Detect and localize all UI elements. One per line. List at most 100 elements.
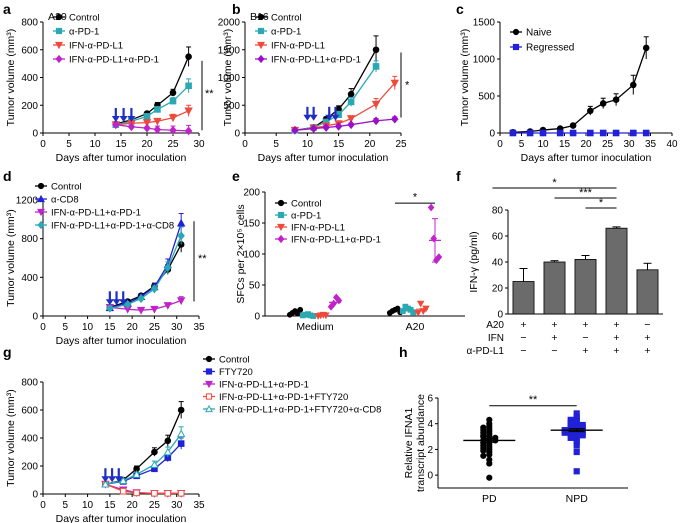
y-tick-label: 50	[249, 281, 261, 292]
x-tick-label: 10	[302, 139, 314, 150]
data-point	[150, 460, 159, 468]
x-tick-label: 0	[40, 500, 46, 511]
data-point	[573, 442, 580, 449]
legend-label: Control	[219, 355, 250, 366]
x-tick-label: 30	[171, 500, 183, 511]
data-point	[150, 305, 159, 314]
y-axis-label: Tumor volume (mm³)	[5, 209, 17, 307]
series-IFN-α-PD-L1+α-PD-1	[291, 114, 399, 135]
legend-marker	[55, 41, 63, 50]
legend-marker	[277, 234, 285, 244]
legend-label: Regressed	[526, 43, 574, 54]
x-axis-label: Days after tumor inoculation	[521, 152, 652, 164]
y-tick-label: 0	[32, 490, 38, 501]
bar	[543, 261, 566, 315]
data-point	[164, 490, 172, 497]
data-point	[185, 82, 192, 90]
series-Regressed	[509, 129, 650, 137]
y-tick-label: 200	[243, 188, 260, 199]
condition-mark: −	[520, 332, 526, 344]
data-point	[164, 263, 172, 273]
data-point	[509, 129, 517, 137]
legend-label: Control	[291, 199, 322, 210]
data-point	[184, 107, 193, 116]
legend-marker	[277, 211, 285, 219]
legend-marker	[257, 13, 265, 21]
data-point	[176, 218, 186, 227]
chart-g: 0 200 400 600 800 0 5 10 15 20 25 30 35 Days after tu…	[5, 355, 381, 523]
legend-marker	[257, 27, 265, 35]
data-point	[371, 100, 381, 109]
treatment-arrow-head	[112, 299, 121, 306]
chart-c: 0 500 1000 1500 0 5 10 15 20 25 30 35 40 Days after t…	[459, 18, 678, 165]
x-tick-label: 30	[171, 322, 183, 333]
data-point	[347, 120, 355, 130]
data-point	[372, 46, 380, 54]
y-tick-label: 800	[21, 378, 38, 389]
x-axis-label: Days after tumor inoculation	[56, 152, 187, 164]
data-point	[137, 294, 145, 304]
legend-label: α-PD-1	[271, 27, 301, 38]
legend-label: α-CD8	[51, 195, 79, 206]
x-tick-label: 5	[63, 322, 69, 333]
data-point	[599, 129, 607, 137]
condition-mark: +	[520, 319, 526, 331]
x-tick-label: 25	[395, 139, 407, 150]
category-label: PD	[482, 493, 497, 505]
data-point	[416, 300, 425, 308]
x-tick-label: 5	[273, 139, 279, 150]
significance-label: ***	[579, 187, 593, 199]
legend-label: IFN-α-PD-L1	[69, 41, 123, 52]
data-point	[119, 487, 127, 495]
chart-d: 0 400 800 1200 0 5 10 15 20 25 30 35 Days after tumo…	[5, 182, 207, 348]
condition-mark: +	[644, 332, 650, 344]
data-point	[163, 302, 173, 310]
legend-label: IFN-α-PD-L1+α-PD-1	[271, 55, 361, 66]
x-axis-label: Days after tumor inoculation	[56, 335, 187, 347]
legend-label: IFN-α-PD-L1+α-PD-1+α-CD8	[51, 221, 174, 232]
data-point	[573, 448, 580, 456]
x-tick-label: 10	[89, 139, 101, 150]
x-tick-label: 35	[193, 322, 205, 333]
treatment-arrow-head	[108, 476, 117, 483]
data-point	[579, 432, 586, 439]
chart-a: 0 200 400 600 800 0 5 10 15 20 25 30 Days after tumo…	[5, 11, 214, 164]
treatment-arrow-head	[309, 114, 318, 121]
data-point	[136, 306, 146, 315]
significance-label: *	[599, 197, 604, 209]
data-point	[291, 125, 299, 135]
x-tick-label: 30	[193, 139, 205, 150]
data-point	[112, 120, 120, 130]
treatment-arrow-head	[331, 114, 340, 121]
bar	[636, 269, 659, 315]
y-axis-label: Tumor volume (mm³)	[459, 29, 471, 127]
series-Control	[102, 401, 185, 488]
data-point	[372, 116, 380, 126]
series-IFN-α-PD-L1	[314, 300, 430, 320]
y-tick-label: 2000	[218, 18, 241, 29]
data-point	[569, 122, 577, 129]
data-point	[154, 106, 161, 113]
data-point	[309, 124, 318, 133]
data-point	[372, 63, 380, 70]
x-tick-label: 15	[104, 322, 116, 333]
data-point	[123, 299, 132, 309]
data-point	[151, 490, 158, 497]
y-tick-label: 40	[492, 258, 504, 269]
x-tick-label: 0	[242, 139, 248, 150]
legend-label: Control	[271, 13, 302, 24]
condition-mark: −	[582, 332, 588, 344]
data-point	[169, 97, 177, 105]
data-point	[414, 310, 422, 317]
data-point	[486, 460, 493, 467]
data-point	[143, 113, 151, 120]
legend-marker	[37, 194, 45, 203]
chart-e: 0 50 100 150 200 SFCs per 2×10⁵ cells Medium A2…	[235, 188, 465, 333]
series-line	[512, 47, 647, 133]
y-axis-label-line1: Relative IFNA1	[403, 408, 415, 479]
y-tick-label: 0	[489, 129, 495, 140]
category-label: A20	[406, 321, 425, 333]
x-tick-label: 30	[623, 139, 635, 150]
